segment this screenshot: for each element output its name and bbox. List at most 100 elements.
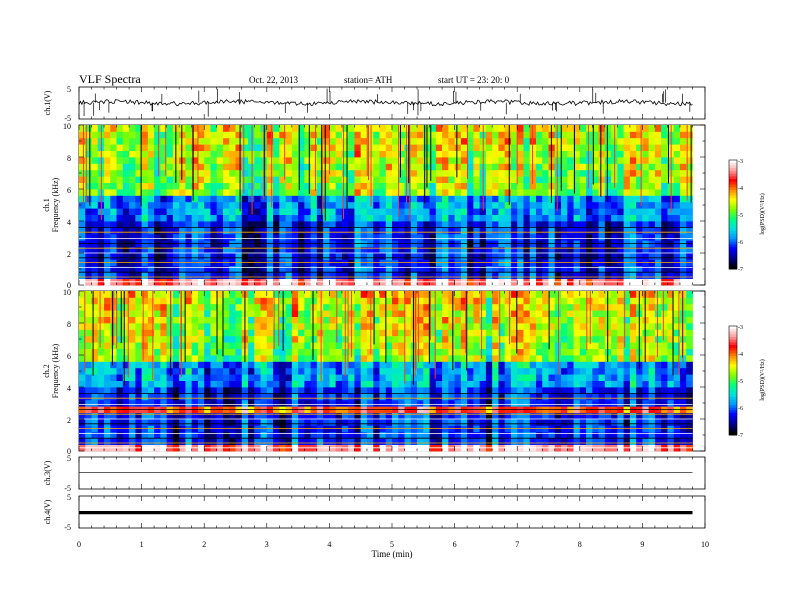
- spec1-cell: [435, 163, 443, 171]
- spec2-cell: [260, 316, 268, 324]
- spec2-cell: [392, 323, 399, 330]
- spec1-cell: [110, 169, 117, 177]
- spec1-cell: [611, 195, 618, 203]
- spec1-cell: [348, 125, 355, 132]
- spec2-cell: [122, 431, 130, 439]
- spec2-cell: [172, 291, 180, 298]
- spec1-cell: [429, 246, 437, 254]
- spec2-cell: [567, 438, 574, 445]
- spec2-cell: [504, 323, 512, 330]
- spec2-cell: [160, 367, 168, 375]
- spec1-cell: [523, 150, 531, 158]
- spec1-cell: [210, 208, 218, 215]
- spec2-cell: [323, 342, 330, 349]
- spec1-cell: [216, 246, 224, 254]
- spec1-cell: [654, 157, 662, 164]
- spec2-cell: [417, 335, 424, 343]
- spec1-cell: [179, 182, 186, 190]
- spec1-cell: [567, 157, 574, 164]
- spec2-cell: [535, 399, 543, 407]
- spec1-cell: [636, 169, 643, 177]
- spec1-cell: [636, 272, 643, 279]
- spec1-cell: [417, 125, 424, 132]
- spec1-cell: [204, 157, 211, 164]
- spec1-cell: [642, 214, 650, 222]
- spec1-cell: [642, 163, 650, 171]
- spec1-cell: [517, 195, 524, 203]
- spec2-cell: [561, 348, 568, 356]
- spec2-cell: [97, 303, 105, 311]
- spec1-cell: [629, 246, 637, 254]
- spec1-cell: [291, 182, 299, 190]
- spec2-cell: [298, 361, 305, 369]
- spec2-cell: [147, 297, 155, 305]
- spec1-cell: [85, 163, 92, 171]
- spec2-cell: [191, 342, 199, 349]
- spec2-cell: [379, 335, 387, 343]
- spec2-cell: [97, 367, 105, 375]
- spec1-cell: [673, 182, 681, 190]
- spec1-cell: [661, 125, 668, 132]
- spec1-cell: [104, 144, 111, 151]
- spec2-cell: [298, 393, 305, 401]
- spec1-cell: [454, 137, 462, 145]
- spec2-cell: [604, 361, 612, 369]
- spec2-cell: [510, 355, 518, 362]
- spec2-cell: [291, 419, 299, 426]
- spec1-cell: [204, 214, 211, 222]
- spec2-cell: [147, 431, 155, 439]
- spec1-cell: [216, 201, 224, 209]
- spec1-cell: [229, 131, 236, 139]
- spec2-cell: [442, 393, 449, 401]
- spec1-cell: [172, 201, 180, 209]
- spec1-cell: [323, 144, 330, 151]
- spec1-cell: [285, 176, 293, 183]
- spec1-cell: [598, 246, 606, 254]
- spec2-cell: [122, 348, 130, 356]
- spec1-cell: [341, 253, 349, 260]
- spec1-cell: [423, 201, 430, 209]
- spec1-cell: [329, 221, 337, 228]
- spec1-cell: [504, 163, 512, 171]
- spec1-cell: [348, 144, 355, 151]
- spec2-cell: [392, 316, 399, 324]
- spec2-cell: [172, 431, 180, 439]
- spec1-cell: [467, 144, 474, 151]
- spec1-cell: [210, 144, 218, 151]
- spec1-cell: [147, 208, 155, 215]
- spec2-cell: [335, 367, 343, 375]
- spec1-cell: [329, 189, 337, 196]
- spec2-cell: [579, 438, 587, 445]
- spec1-cell: [291, 201, 299, 209]
- spec1-cell: [404, 176, 412, 183]
- spec2-cell: [85, 361, 92, 369]
- spec1-cell: [485, 176, 493, 183]
- spec2-cell: [185, 310, 193, 317]
- spec1-cell: [642, 246, 650, 254]
- spec1-cell: [329, 208, 337, 215]
- spec1-cell: [222, 163, 230, 171]
- spec1-cell: [266, 227, 274, 235]
- spec1-cell: [147, 265, 155, 273]
- spec1-cell: [473, 189, 481, 196]
- spec1-cell: [679, 125, 687, 132]
- spec1-cell: [204, 253, 211, 260]
- ch1-spectrogram-panel: 10 8 6 4 2 0 ch.1 Frequency (kHz): [42, 122, 706, 290]
- spec1-cell: [510, 150, 518, 158]
- spec1-cell: [179, 201, 186, 209]
- spec2-cell: [266, 329, 274, 337]
- spec1-cell: [172, 195, 180, 203]
- cbar1-step: [729, 219, 737, 224]
- spec2-cell: [266, 419, 274, 426]
- spec2-cell: [523, 380, 531, 388]
- spec1-cell: [510, 182, 518, 190]
- spec1-cell: [360, 272, 368, 279]
- spec1-cell: [204, 144, 211, 151]
- spec2-cell: [241, 399, 249, 407]
- spec1-cell: [298, 150, 305, 158]
- ch1-colorbar: -3 -4 -5 -6 -7 log(PSD)(V²/Hz): [728, 159, 766, 273]
- spec2-cell: [579, 291, 587, 298]
- spec1-cell: [185, 125, 193, 132]
- spec1-cell: [417, 233, 424, 241]
- spec2-cell: [260, 431, 268, 439]
